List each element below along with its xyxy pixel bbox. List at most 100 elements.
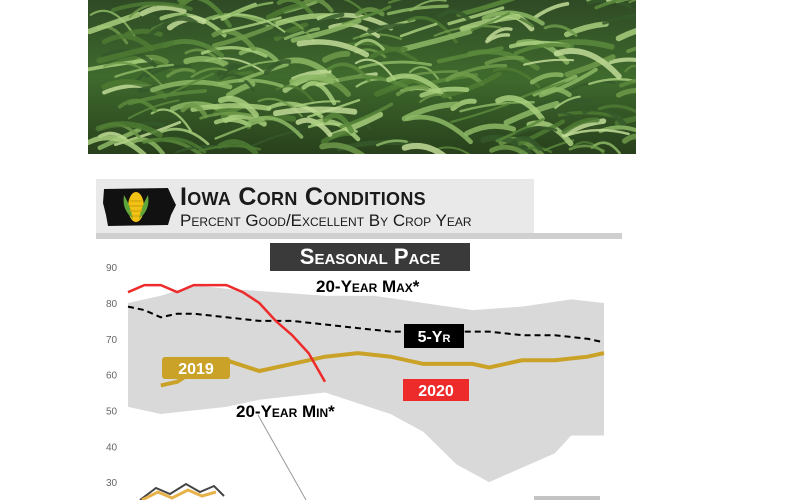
corn-leaf [401,101,460,122]
corn-leaf [369,46,408,59]
corn-leaf [563,128,630,138]
corn-cob-icon [123,192,149,222]
conditions-chart: 90 80 70 60 50 40 30 20-Year Max* 20-Year Min*… [106,263,605,500]
corn-leaf [485,33,511,44]
corn-leaf [514,42,575,56]
tag-2020: 2020 [403,379,469,401]
y-tick-label: 80 [106,299,118,310]
corn-leaf [628,0,636,4]
corn-leaf [296,39,370,58]
corn-leaf [180,103,208,119]
corn-leaf [436,146,471,154]
corn-leaf [276,0,314,16]
max-label: 20-Year Max* [316,277,420,296]
corn-leaf [338,74,414,92]
corn-leaf [214,118,265,140]
corn-leaf [290,18,362,43]
corn-leaf [114,63,175,78]
corn-leaf [289,74,335,85]
corn-leaf [238,47,279,63]
corn-leaf [597,104,636,114]
corn-leaf [486,27,513,41]
corn-leaf [124,28,163,37]
corn-leaf [568,144,605,153]
corn-leaf [96,40,174,64]
corn-leaf [154,136,207,154]
corn-leaf [169,72,215,95]
corn-leaf [543,24,578,37]
corn-leaf [159,127,210,146]
corn-leaf [376,139,408,147]
corn-leaf [436,46,504,64]
five-yr-tag: 5-Yr [404,324,464,348]
corn-leaf [564,54,616,78]
corn-leaf [217,139,259,154]
corn-leaf [450,102,510,124]
corn-leaf [354,58,396,81]
corn-leaf [400,28,473,52]
leaf-texture [88,0,636,154]
corn-leaf [217,95,259,118]
tag-2019: 2019 [162,357,230,379]
corn-leaf [303,12,345,32]
corn-leaf [142,137,204,154]
corn-leaf [408,66,440,81]
line-2020 [127,283,327,383]
corn-leaf [419,86,470,98]
corn-leaf [319,142,366,154]
header-divider [96,233,622,239]
corn-leaf [301,81,337,106]
y-tick-label: 30 [106,478,118,489]
corn-leaf [111,1,193,13]
y-tick-label: 40 [106,442,118,453]
corn-leaf [401,142,447,154]
footer-bar [534,496,600,500]
five-year-avg-line [127,305,605,344]
corn-leaf [561,118,607,138]
corn-leaf [619,78,636,88]
corn-leaf [247,116,304,139]
corn-leaf [615,28,636,42]
corn-leaf [464,123,517,137]
corn-leaf [355,7,385,17]
corn-leaf [328,22,381,39]
corn-leaf [200,46,268,58]
corn-leaf [503,100,560,126]
corn-leaf [437,9,473,24]
corn-leaf [275,84,315,103]
footer-logo-mark [139,482,225,500]
corn-leaf [216,63,244,77]
y-tick-label: 70 [106,335,118,346]
seasonal-pace-badge: Seasonal Pace [270,243,470,271]
corn-leaf [198,144,262,153]
corn-leaf [554,95,581,110]
corn-leaf [624,64,636,73]
corn-leaf [190,67,228,78]
y-tick-label: 60 [106,371,118,382]
corn-leaf [310,118,361,142]
corn-leaf [166,67,196,78]
corn-leaf [515,126,558,136]
corn-leaf [138,14,165,27]
corn-leaf [386,73,442,94]
corn-leaf [266,101,324,119]
corn-leaf [211,13,286,33]
corn-leaf [183,55,229,68]
y-tick-label: 50 [106,406,118,417]
corn-leaf [218,78,284,88]
corn-leaf [211,29,257,52]
corn-leaf [495,95,545,122]
corn-leaf [88,58,153,72]
tag-2019-text: 2019 [178,361,214,378]
corn-leaf [594,0,631,10]
tag-2020-text: 2020 [418,383,454,400]
five-yr-tag-text: 5-Yr [418,329,451,346]
corn-leaf [561,117,600,135]
corn-leaf [399,22,438,38]
corn-leaf [492,67,541,89]
corn-leaf [517,119,566,146]
corn-leaf [553,48,622,80]
chart-title: Iowa Corn Conditions [180,183,426,211]
corn-leaf [511,135,543,151]
corn-leaf [238,63,289,83]
